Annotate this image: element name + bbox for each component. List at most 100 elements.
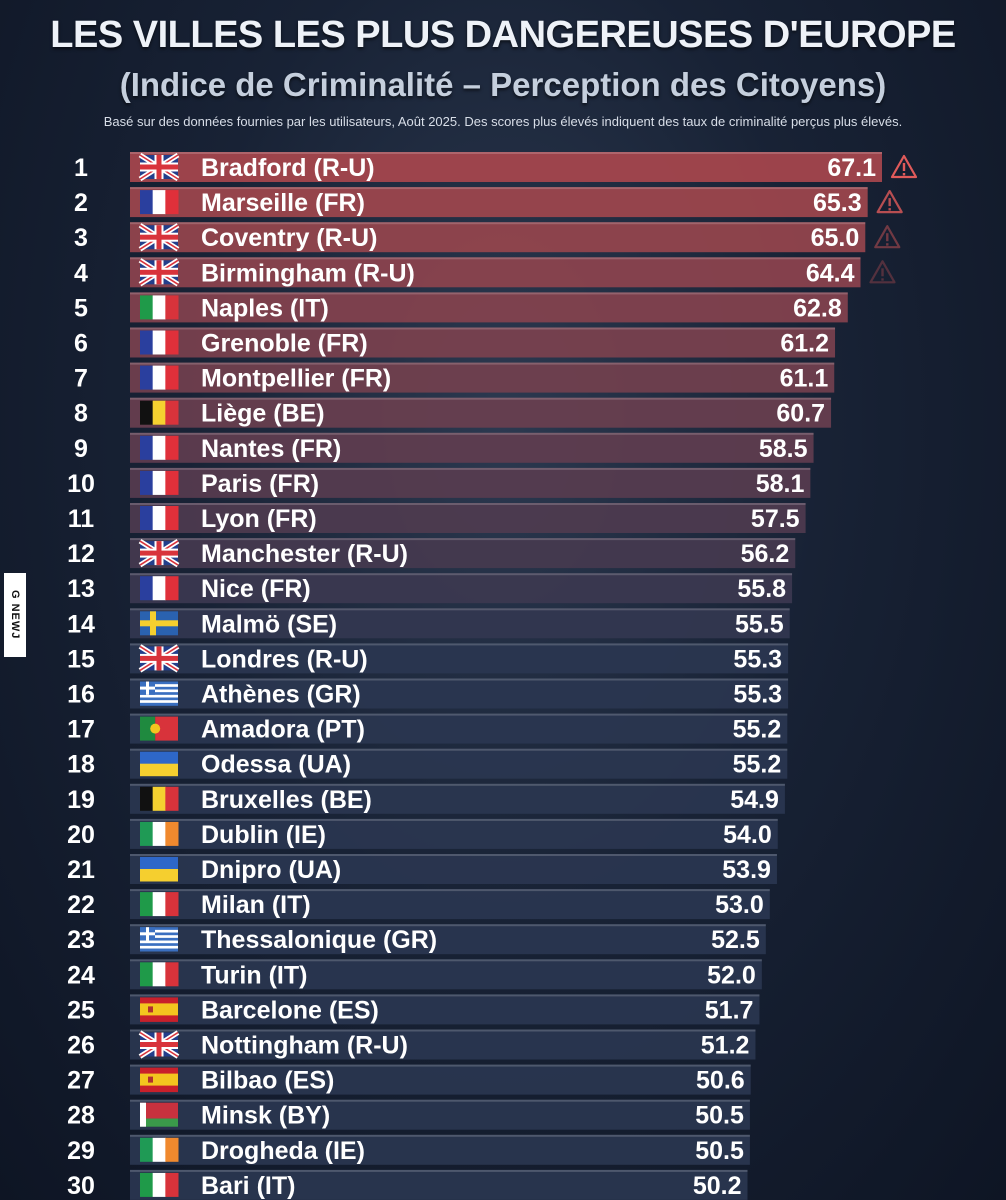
city-label: Lyon (FR) [201,505,317,533]
rank-label: 2 [74,189,88,217]
bar-19 [130,783,785,814]
bar-3 [130,222,866,253]
chart-source-note: Basé sur des données fournies par les ut… [103,114,903,129]
bar-4 [130,257,861,288]
bar-highlight [130,924,766,927]
uk-flag-icon [138,644,180,673]
bar-highlight [130,783,785,786]
value-label: 55.3 [733,645,782,673]
rank-label: 7 [74,365,88,393]
bar-1 [130,152,882,182]
france-flag-icon [140,576,179,601]
bar-30 [130,1169,748,1200]
value-label: 64.4 [806,259,855,287]
italy-flag-icon [140,295,179,320]
bar-highlight [130,152,882,154]
rank-label: 18 [67,751,95,779]
value-label: 52.0 [707,961,756,989]
bar-5 [130,292,848,323]
city-label: Paris (FR) [201,470,319,498]
portugal-flag-icon [140,716,178,741]
bar-13 [130,573,793,604]
uk-flag-icon [138,258,180,287]
bar-highlight [130,608,790,611]
bar-highlight [130,1169,748,1172]
spain-flag-icon [140,997,178,1022]
bar-18 [130,748,788,779]
bar-7 [130,362,835,393]
bar-highlight [130,889,770,892]
belgium-flag-icon [140,400,179,425]
bar-highlight [130,327,836,330]
value-label: 67.1 [827,154,876,182]
rank-label: 10 [67,470,95,498]
bar-highlight [130,1099,750,1102]
value-label: 50.2 [693,1172,742,1200]
rank-label: 24 [67,961,95,989]
rank-label: 3 [74,224,88,252]
value-label: 60.7 [776,400,825,428]
value-label: 62.8 [793,294,842,322]
bar-highlight [130,257,861,260]
bar-highlight [130,713,788,716]
france-flag-icon [140,435,179,460]
bar-highlight [130,432,814,435]
ukraine-flag-icon [140,857,178,882]
city-label: Liège (BE) [201,400,325,428]
france-flag-icon [140,470,179,495]
bar-17 [130,713,788,744]
bar-9 [130,432,814,463]
bar-21 [130,854,777,884]
rank-label: 13 [67,575,95,603]
city-label: Bari (IT) [201,1172,295,1200]
bar-11 [130,503,806,533]
value-label: 51.2 [701,1032,750,1060]
city-label: Marseille (FR) [201,189,365,217]
bar-15 [130,643,789,674]
france-flag-icon [140,330,179,355]
value-label: 50.5 [695,1137,744,1165]
value-label: 50.6 [696,1067,745,1095]
bar-highlight [130,467,811,470]
bar-2 [130,187,868,218]
city-label: Manchester (R-U) [201,540,408,568]
city-label: Barcelone (ES) [201,996,379,1024]
rank-label: 15 [67,645,95,673]
bar-highlight [130,1029,756,1032]
ukraine-flag-icon [140,751,178,777]
bar-highlight [130,573,793,576]
uk-flag-icon [138,223,180,252]
bar-highlight [130,678,789,681]
france-flag-icon [140,190,179,215]
rank-label: 25 [67,996,95,1024]
bar-highlight [130,222,866,225]
city-label: Bruxelles (BE) [201,786,372,814]
rank-label: 29 [67,1137,95,1165]
ireland-flag-icon [140,1137,179,1162]
chart-subtitle: (Indice de Criminalité – Perception des … [119,66,887,103]
bar-24 [130,959,762,990]
warning-icon [874,225,901,249]
city-label: Amadora (PT) [201,716,365,744]
rank-label: 9 [74,435,88,463]
rank-label: 17 [67,716,95,744]
value-label: 65.3 [813,189,862,217]
rank-label: 26 [67,1032,95,1060]
rank-label: 20 [67,821,95,849]
sweden-flag-icon [140,611,178,636]
bar-highlight [130,854,777,856]
bar-highlight [130,362,835,365]
rank-label: 30 [67,1172,95,1200]
bar-8 [130,397,832,428]
bar-22 [130,889,770,920]
rank-label: 21 [67,856,95,884]
bar-highlight [130,397,832,400]
city-label: Londres (R-U) [201,645,368,673]
bar-highlight [130,292,848,295]
city-label: Dnipro (UA) [201,856,341,884]
belarus-flag-icon [140,1102,178,1127]
value-label: 56.2 [741,540,790,568]
rank-label: 12 [67,540,95,568]
rank-label: 16 [67,681,95,709]
